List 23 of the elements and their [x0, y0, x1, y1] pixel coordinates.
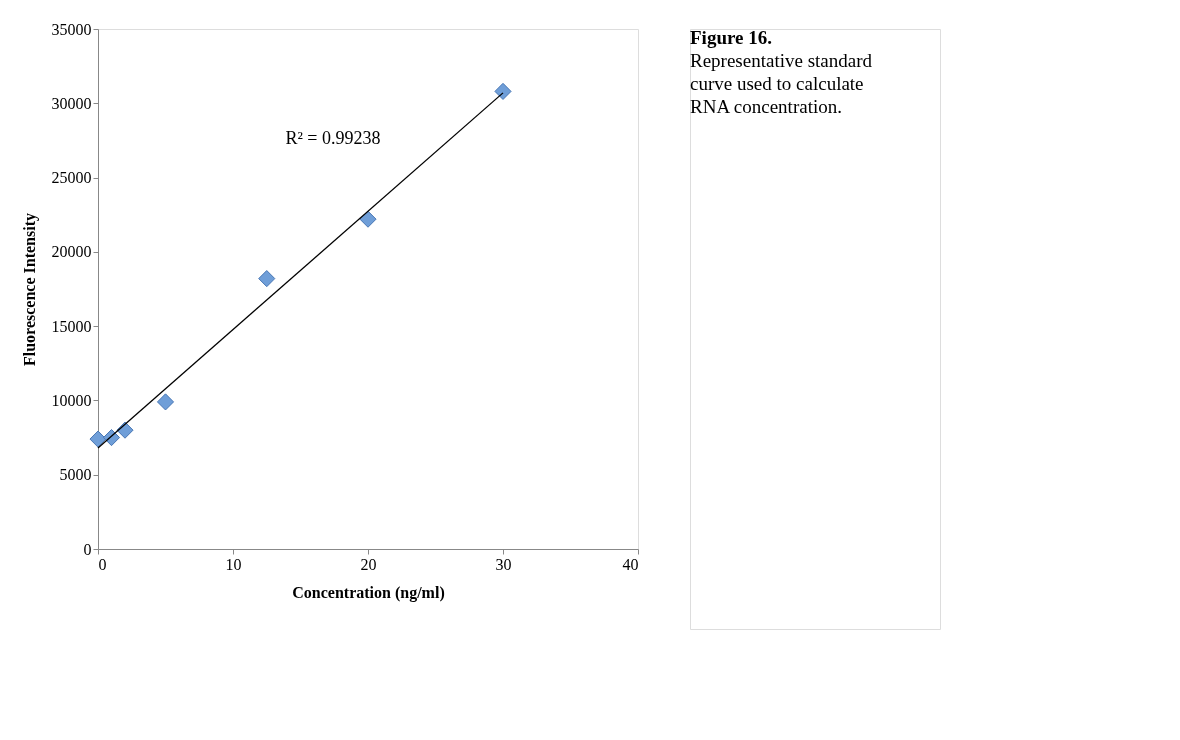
- text: Representative standard curve used to calculate RNA concentration.: [690, 50, 873, 118]
- y-tick-label: 15000: [51, 317, 92, 335]
- y-tick-label: 10000: [51, 391, 92, 409]
- point: [156, 393, 175, 411]
- y-tick-label: 25000: [51, 169, 92, 187]
- y-tick-label: 35000: [51, 20, 92, 38]
- x-tick-label: 0: [98, 555, 107, 573]
- y-tick-label: 0: [83, 540, 92, 558]
- x-tick-label: 10: [225, 555, 242, 573]
- y-axis-title: Fluorescence Intensity: [20, 212, 39, 367]
- point: [89, 430, 107, 448]
- point: [359, 210, 377, 228]
- x-axis-title: Concentration (ng/ml): [292, 583, 445, 602]
- point: [494, 82, 512, 100]
- x-tick-label: 20: [360, 555, 377, 573]
- point: [258, 270, 276, 288]
- x-tick-label: 40: [622, 555, 639, 573]
- y-tick-label: 20000: [51, 243, 92, 261]
- text: Figure 16.: [690, 27, 772, 48]
- y-tick-label: 30000: [51, 94, 92, 112]
- annotation: R² = 0.99238: [285, 128, 381, 148]
- y-tick-label: 5000: [59, 466, 92, 484]
- x-tick-label: 30: [495, 555, 512, 573]
